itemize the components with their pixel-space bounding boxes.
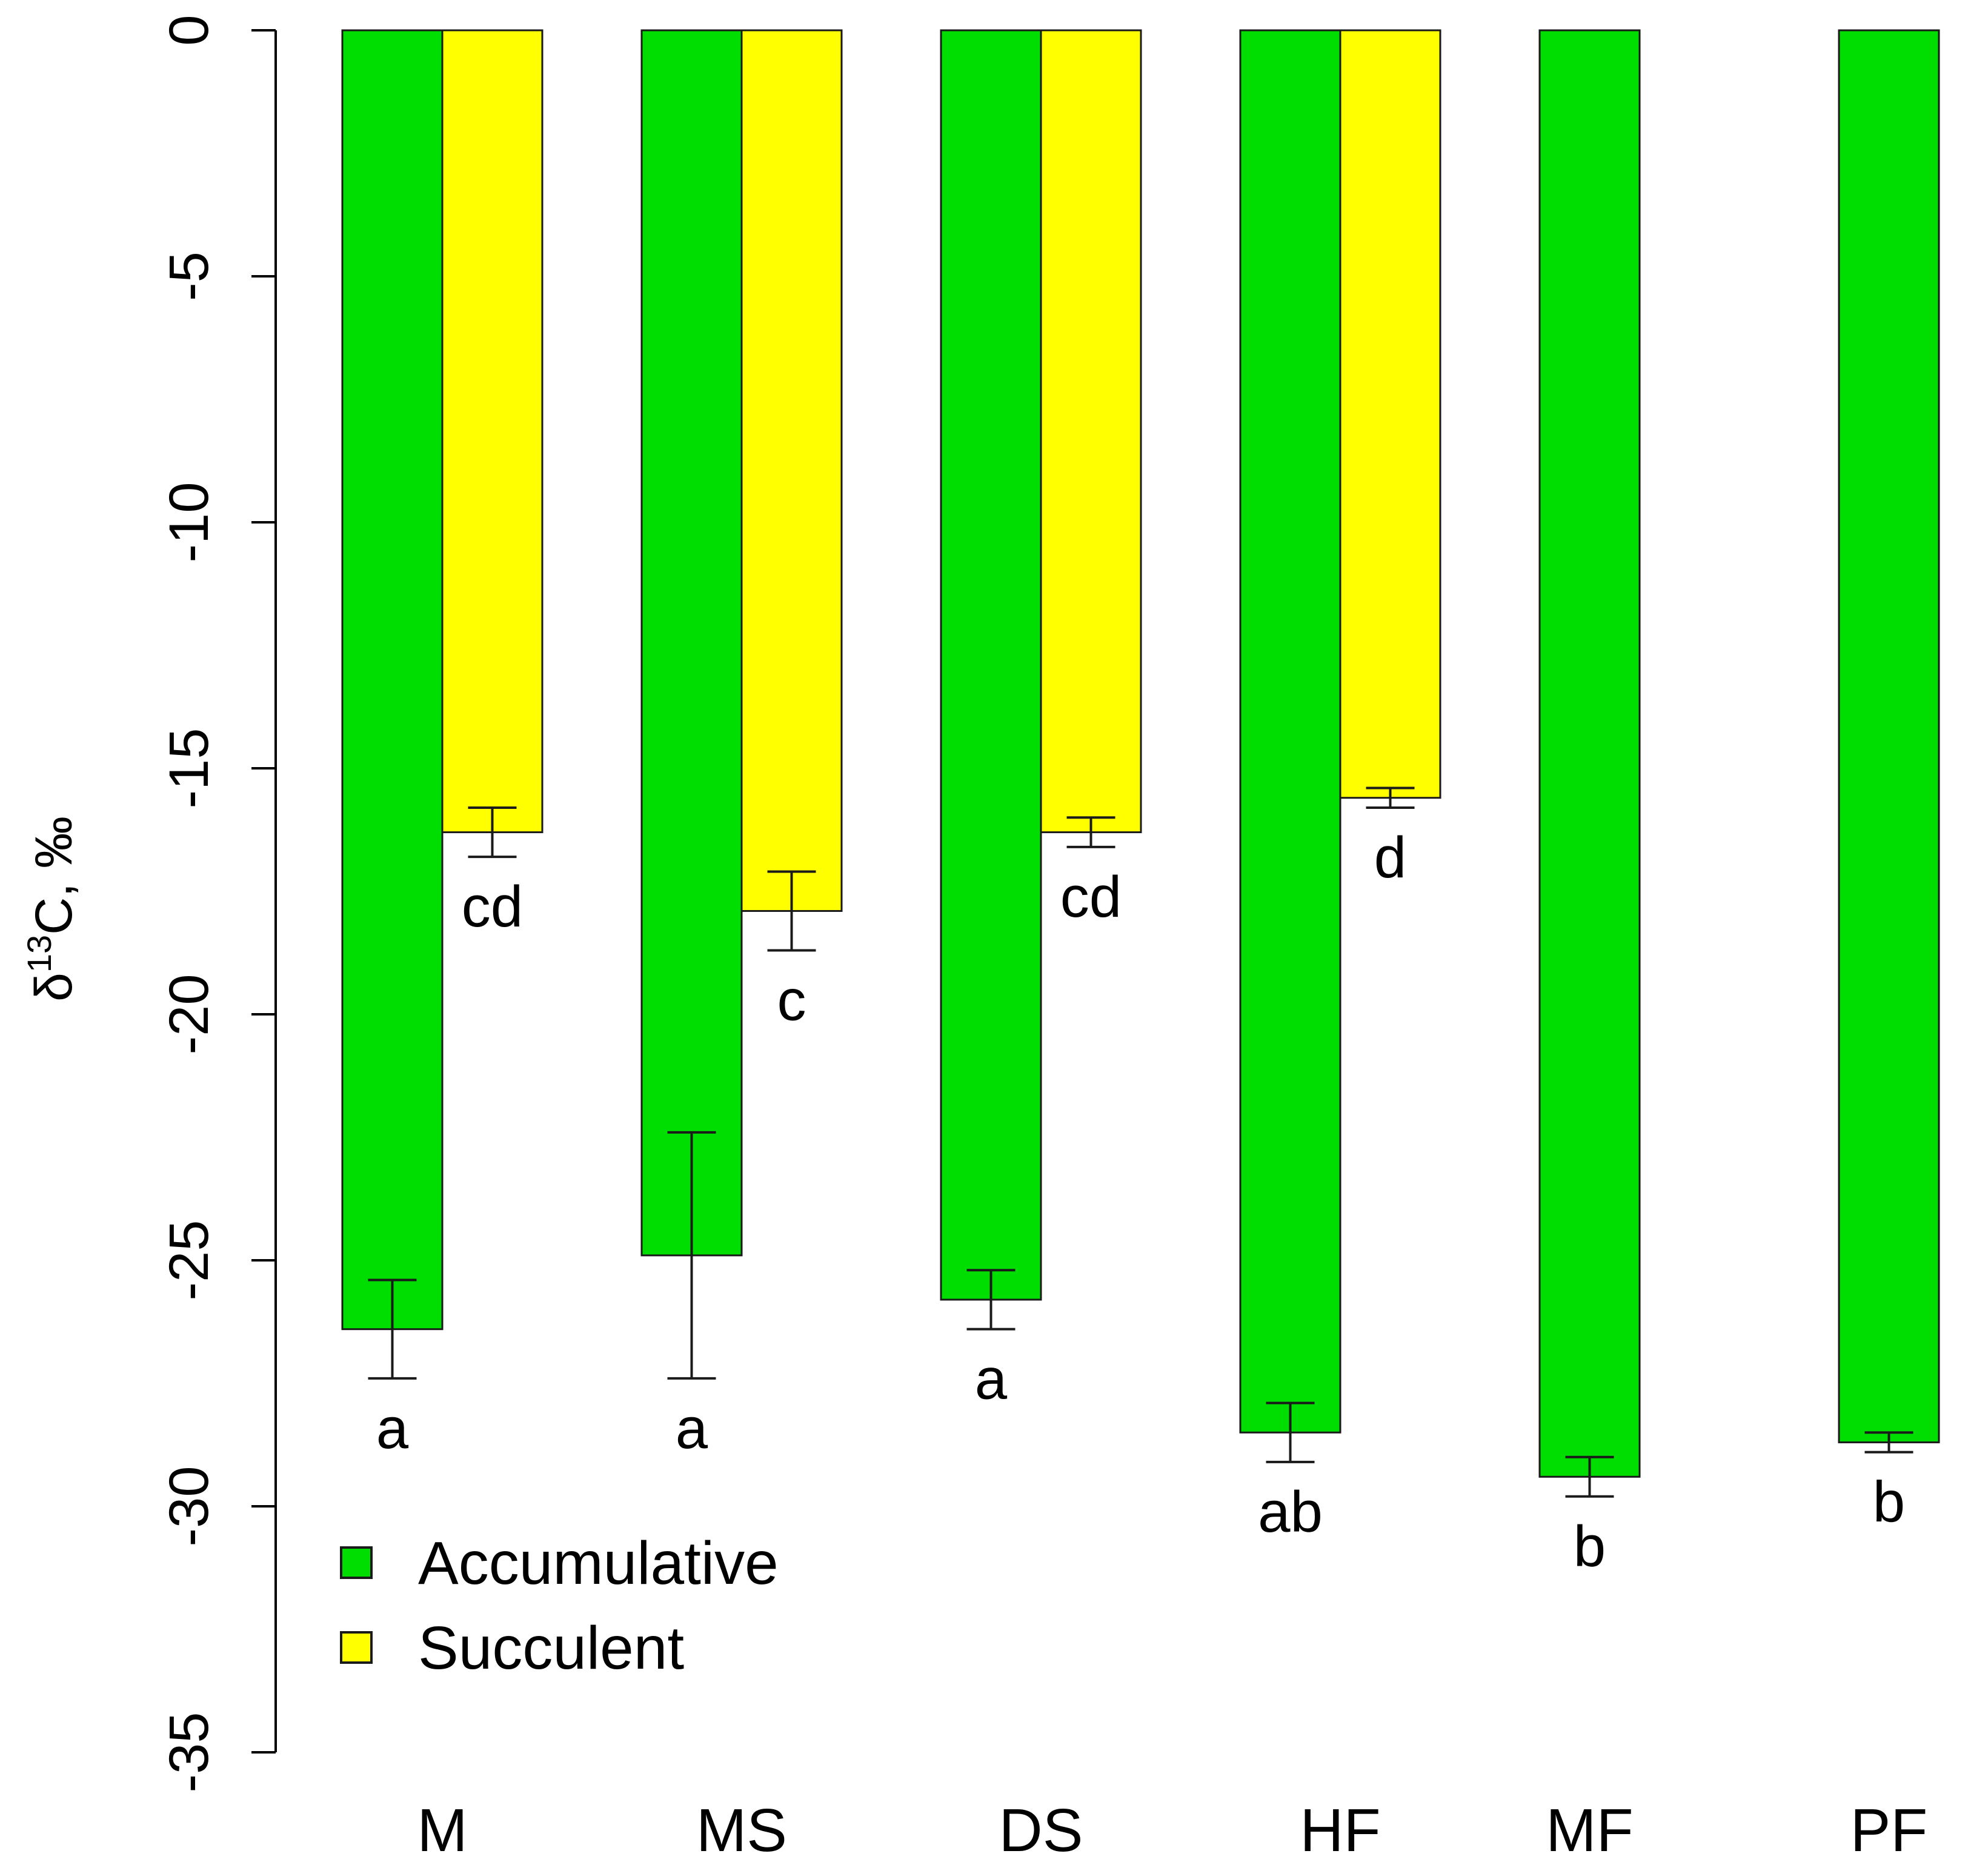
- significance-label: c: [777, 968, 806, 1032]
- significance-label: a: [376, 1396, 409, 1461]
- y-axis-label-superscript: 13: [20, 935, 58, 972]
- significance-label: b: [1873, 1470, 1905, 1535]
- category-label: PF: [1850, 1797, 1928, 1864]
- y-tick-label: -35: [158, 1712, 220, 1793]
- y-axis-label-prefix: δ: [25, 972, 83, 1002]
- category-labels: M MS DS HF MF PF: [417, 1797, 1927, 1864]
- bar-accumulative-mf: [1538, 29, 1641, 1478]
- bar-accumulative-ds: [940, 29, 1042, 1301]
- y-axis-label: δ13C, ‰: [20, 816, 83, 1002]
- category-label: HF: [1300, 1797, 1380, 1864]
- bar-accumulative-ms: [640, 29, 743, 1257]
- significance-label: cd: [1060, 865, 1122, 929]
- y-tick-label: -20: [158, 974, 220, 1055]
- legend-label-succulent: Succulent: [418, 1614, 684, 1682]
- bar-succulent-m: [441, 29, 544, 834]
- legend-swatch-succulent: [340, 1631, 373, 1664]
- y-tick-label: -25: [158, 1220, 220, 1301]
- category-label: DS: [999, 1797, 1083, 1864]
- category-label: MF: [1546, 1797, 1633, 1864]
- significance-label: a: [676, 1396, 708, 1461]
- significance-label: b: [1574, 1514, 1606, 1579]
- legend: Accumulative Succulent: [340, 1529, 779, 1682]
- category-label: M: [417, 1797, 467, 1864]
- y-tick-label: -15: [158, 728, 220, 809]
- significance-label: d: [1374, 825, 1406, 890]
- y-axis-label-suffix: C, ‰: [25, 816, 83, 935]
- bar-succulent-hf: [1339, 29, 1441, 799]
- bar-succulent-ms: [740, 29, 843, 912]
- bar-groups: a cd a c a cd ab d b b: [341, 29, 1940, 1579]
- bar-accumulative-hf: [1239, 29, 1341, 1434]
- y-tick-label: -5: [158, 251, 220, 301]
- y-tick-label: 0: [158, 15, 220, 45]
- category-label: MS: [696, 1797, 787, 1864]
- significance-label: ab: [1258, 1480, 1323, 1544]
- bar-succulent-ds: [1040, 29, 1142, 834]
- y-tick-label: -30: [158, 1466, 220, 1547]
- significance-label: a: [975, 1347, 1008, 1412]
- legend-swatch-accumulative: [340, 1546, 373, 1579]
- bar-accumulative-pf: [1838, 29, 1940, 1443]
- y-axis: 0 -5 -10 -15 -20 -25 -30 -35: [158, 15, 277, 1793]
- bar-accumulative-m: [341, 29, 444, 1331]
- legend-label-accumulative: Accumulative: [418, 1529, 779, 1597]
- significance-label: cd: [462, 874, 523, 939]
- y-tick-label: -10: [158, 482, 220, 563]
